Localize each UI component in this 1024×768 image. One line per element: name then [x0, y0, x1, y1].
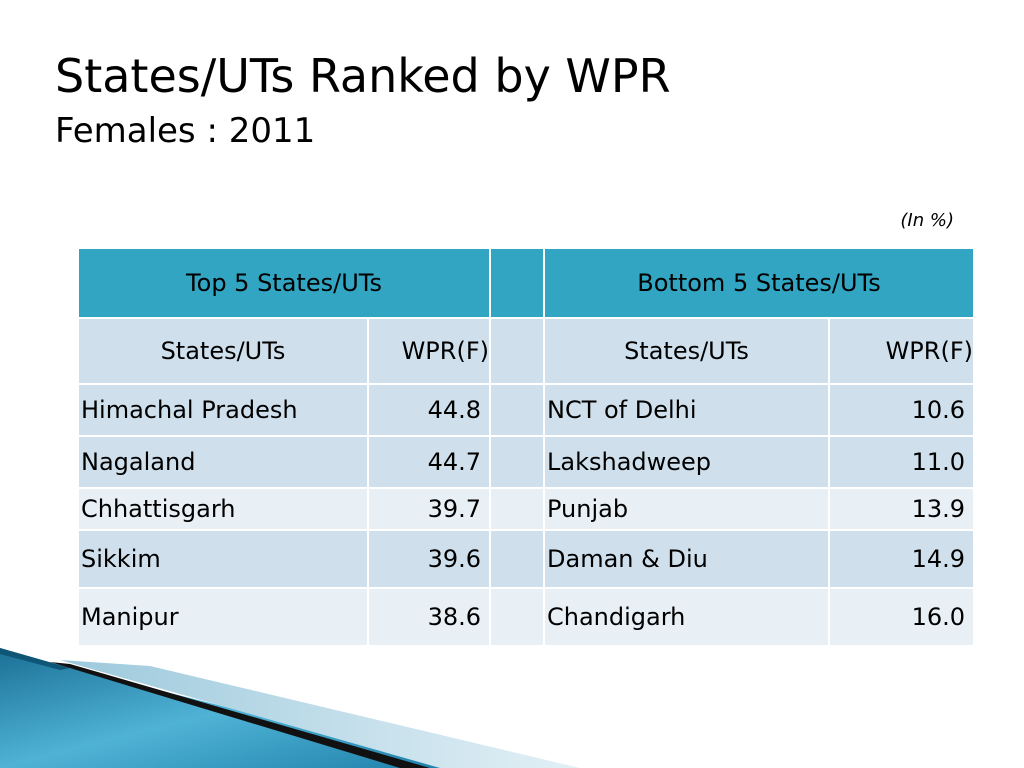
top-state-name: Himachal Pradesh	[77, 383, 369, 437]
wpr-table: Top 5 States/UTs Bottom 5 States/UTs Sta…	[77, 247, 975, 647]
table-row: Nagaland 44.7 Lakshadweep 11.0	[77, 435, 975, 489]
bottom-col-state-header: States/UTs	[543, 317, 830, 385]
bottom-state-name: Lakshadweep	[543, 435, 830, 489]
bottom-state-wpr: 14.9	[828, 529, 975, 589]
table-row: Himachal Pradesh 44.8 NCT of Delhi 10.6	[77, 383, 975, 437]
bottom-state-name: NCT of Delhi	[543, 383, 830, 437]
table-row: Manipur 38.6 Chandigarh 16.0	[77, 587, 975, 647]
top-col-wpr-header: WPR(F)	[367, 317, 491, 385]
decorative-swoosh	[0, 648, 580, 768]
bottom-state-name: Chandigarh	[543, 587, 830, 647]
table-group-header-row: Top 5 States/UTs Bottom 5 States/UTs	[77, 247, 975, 319]
bottom-states-header: Bottom 5 States/UTs	[543, 247, 975, 319]
gap-cell	[489, 383, 545, 437]
gap-cell	[489, 529, 545, 589]
table-row: Chhattisgarh 39.7 Punjab 13.9	[77, 487, 975, 531]
top-state-wpr: 44.8	[367, 383, 491, 437]
top-state-name: Sikkim	[77, 529, 369, 589]
slide-subtitle: Females : 2011	[55, 111, 316, 151]
bottom-state-wpr: 10.6	[828, 383, 975, 437]
unit-note: (In %)	[900, 210, 954, 231]
top-state-name: Nagaland	[77, 435, 369, 489]
bottom-state-wpr: 11.0	[828, 435, 975, 489]
top-state-wpr: 39.7	[367, 487, 491, 531]
top-state-wpr: 38.6	[367, 587, 491, 647]
table-column-header-row: States/UTs WPR(F) States/UTs WPR(F)	[77, 317, 975, 385]
gap-cell	[489, 247, 545, 319]
bottom-col-wpr-header: WPR(F)	[828, 317, 975, 385]
top-state-wpr: 44.7	[367, 435, 491, 489]
top-col-state-header: States/UTs	[77, 317, 369, 385]
top-state-name: Manipur	[77, 587, 369, 647]
gap-cell	[489, 435, 545, 489]
bottom-state-name: Daman & Diu	[543, 529, 830, 589]
gap-cell	[489, 587, 545, 647]
bottom-state-name: Punjab	[543, 487, 830, 531]
bottom-state-wpr: 16.0	[828, 587, 975, 647]
top-states-header: Top 5 States/UTs	[77, 247, 491, 319]
gap-cell	[489, 487, 545, 531]
slide-title: States/UTs Ranked by WPR	[55, 49, 671, 103]
table-row: Sikkim 39.6 Daman & Diu 14.9	[77, 529, 975, 589]
bottom-state-wpr: 13.9	[828, 487, 975, 531]
top-state-wpr: 39.6	[367, 529, 491, 589]
gap-cell	[489, 317, 545, 385]
top-state-name: Chhattisgarh	[77, 487, 369, 531]
